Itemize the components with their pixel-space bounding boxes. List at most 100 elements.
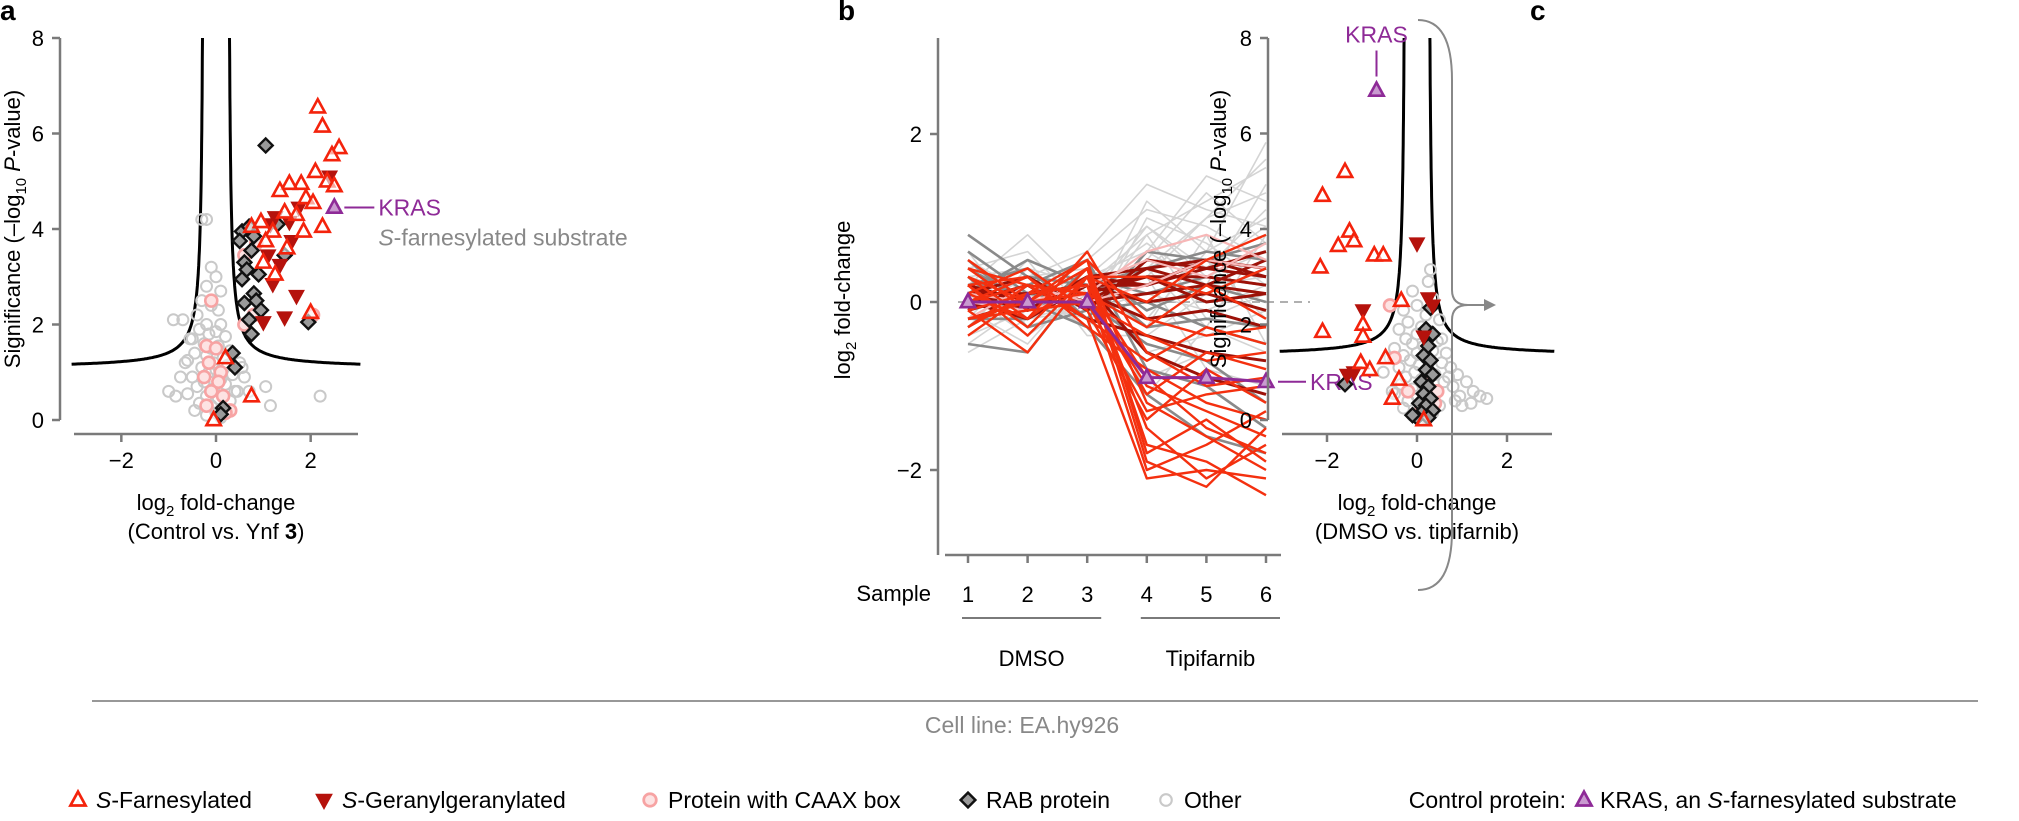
point-rab — [247, 291, 265, 310]
point-caax — [211, 374, 226, 390]
point-other — [166, 313, 180, 327]
point-other — [190, 308, 204, 322]
series-rab — [212, 136, 317, 423]
point-farnesyl — [306, 160, 325, 179]
point-rab — [233, 270, 251, 288]
series-kras — [958, 291, 1276, 389]
point-other — [211, 303, 225, 317]
group-label: DMSO — [999, 646, 1065, 671]
y-tick-label: 8 — [32, 26, 44, 51]
point-farnesyl — [1313, 184, 1332, 203]
point-other — [183, 332, 197, 346]
point-other — [162, 384, 176, 398]
point-gg — [1408, 237, 1426, 253]
point-farnesyl — [277, 237, 297, 255]
point-other — [214, 284, 228, 298]
point-rab — [235, 294, 254, 312]
point-other — [1392, 322, 1406, 336]
point-gg — [1354, 304, 1372, 320]
point-rab — [242, 325, 261, 343]
point-farnesyl — [1360, 359, 1380, 377]
point-other — [1439, 346, 1453, 360]
panel-a-volcano-plot: 0 2 4 6 8 −2 0 2 log2 fold-change(Control vs. Yn… — [0, 26, 628, 544]
y-tick-label: 0 — [1240, 408, 1252, 433]
legend-control-prefix: Control protein: — [1409, 787, 1566, 813]
figure-decorations: a b c Cell line: EA.hy926 — [0, 0, 1978, 738]
legend-label-gg: S-Geranylgeranylated — [342, 787, 566, 813]
point-kras — [1197, 366, 1216, 385]
line-farnesyl — [967, 267, 1267, 472]
point-other — [1376, 365, 1390, 379]
point-other — [1401, 315, 1415, 329]
line-farnesyl — [967, 275, 1267, 480]
line-farnesyl — [967, 284, 1267, 396]
legend-item-gg: S-Geranylgeranylated — [315, 787, 566, 813]
legend-marker-gg — [315, 793, 333, 811]
x-axis-label: Sample — [856, 581, 931, 606]
series-farnesyl — [1310, 160, 1434, 427]
point-gg — [1415, 330, 1433, 347]
y-tick-label: 0 — [32, 408, 44, 433]
line-farnesyl — [967, 267, 1267, 320]
point-caax — [201, 355, 217, 371]
threshold-curve-left — [71, 37, 204, 366]
point-farnesyl — [287, 203, 306, 222]
legend-marker-caax — [642, 792, 658, 808]
point-kras — [324, 196, 344, 215]
brace-arrow-head — [1484, 299, 1496, 311]
point-gg — [254, 316, 272, 332]
point-farnesyl — [279, 172, 299, 191]
line-farnesyl — [967, 300, 1267, 362]
point-other — [200, 279, 214, 293]
point-farnesyl — [313, 215, 332, 234]
point-farnesyl — [1328, 234, 1348, 253]
legend-control-protein: Control protein: KRAS, an S-farnesylated … — [1409, 787, 1957, 813]
point-kras — [1256, 371, 1276, 389]
point-other — [1448, 394, 1462, 408]
point-farnesyl — [1313, 320, 1332, 339]
point-other — [1406, 284, 1419, 298]
point-farnesyl — [1376, 347, 1395, 365]
line-farnesyl — [967, 284, 1267, 455]
legend-label-farnesyl: S-Farnesylated — [96, 787, 252, 813]
point-farnesyl — [256, 230, 276, 248]
point-other — [259, 380, 273, 394]
point-other — [1421, 275, 1435, 289]
line-farnesyl — [967, 275, 1267, 421]
line-farnesyl — [967, 284, 1267, 329]
point-farnesyl — [1391, 289, 1411, 308]
point-other — [174, 370, 187, 384]
point-rab — [240, 311, 258, 329]
point-other — [263, 399, 277, 413]
legend-label-rab: RAB protein — [986, 787, 1110, 813]
x-tick-label: 1 — [962, 582, 974, 607]
point-caax — [196, 369, 212, 385]
y-tick-label: 2 — [910, 122, 922, 147]
x-tick-label: 0 — [210, 448, 222, 473]
y-tick-label: 2 — [32, 313, 44, 338]
point-other — [181, 353, 195, 367]
point-rab — [1424, 365, 1442, 384]
point-farnesyl — [270, 180, 290, 198]
point-other — [1433, 313, 1446, 327]
point-farnesyl — [1389, 368, 1409, 386]
point-other — [218, 329, 232, 343]
x-tick-label: 3 — [1081, 582, 1093, 607]
y-tick-label: 6 — [1240, 122, 1252, 147]
x-tick-label: 2 — [305, 448, 317, 473]
kras-subtitle: S-farnesylated substrate — [378, 225, 627, 251]
point-other — [1473, 389, 1487, 403]
x-tick-label: −2 — [109, 448, 134, 473]
cell-line-label: Cell line: EA.hy926 — [925, 712, 1119, 738]
point-rab — [257, 136, 275, 155]
point-other — [178, 356, 192, 370]
legend-item-rab: RAB protein — [958, 787, 1110, 813]
point-kras — [1137, 366, 1157, 385]
x-tick-label: 5 — [1200, 582, 1212, 607]
y-tick-label: −2 — [897, 458, 922, 483]
y-axis-label: log2 fold-change — [830, 221, 860, 380]
point-farnesyl — [253, 251, 273, 269]
x-tick-label: 2 — [1501, 448, 1513, 473]
